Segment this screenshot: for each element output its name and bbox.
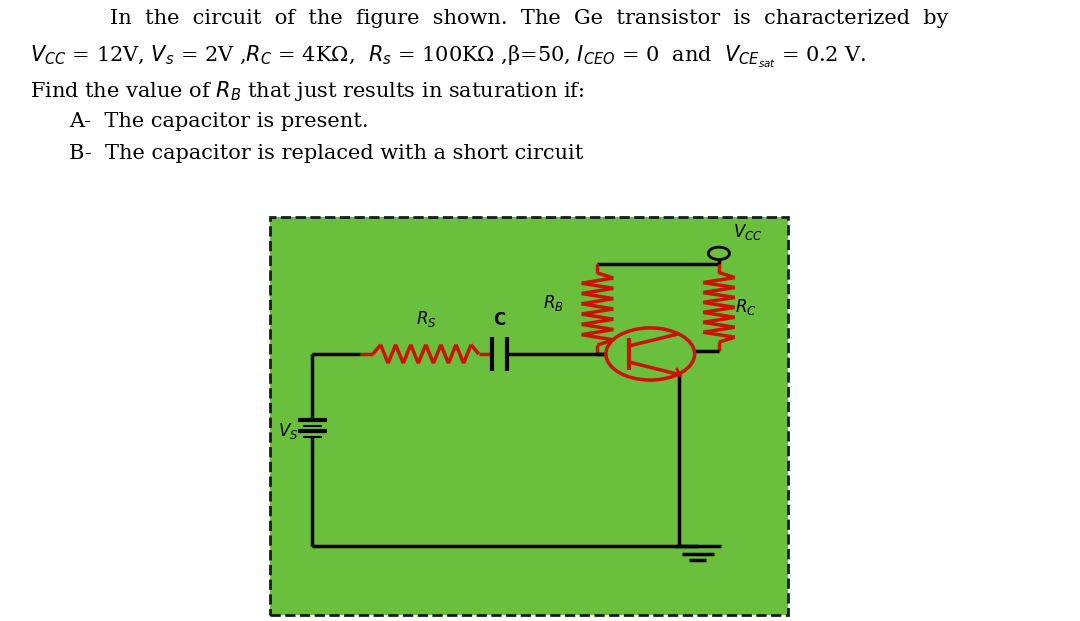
Text: A-  The capacitor is present.: A- The capacitor is present. bbox=[69, 112, 369, 131]
Text: $V_{CC}$ = 12V, $V_s$ = 2V ,$R_C$ = 4KΩ,  $R_s$ = 100KΩ ,β=50, $I_{CEO}$ = 0  an: $V_{CC}$ = 12V, $V_s$ = 2V ,$R_C$ = 4KΩ,… bbox=[30, 43, 867, 70]
Bar bbox=[270, 217, 787, 615]
Text: $R_C$: $R_C$ bbox=[734, 297, 756, 317]
Text: $R_S$: $R_S$ bbox=[416, 309, 436, 329]
Text: B-  The capacitor is replaced with a short circuit: B- The capacitor is replaced with a shor… bbox=[69, 144, 584, 163]
Text: $V_{CC}$: $V_{CC}$ bbox=[732, 222, 762, 242]
Text: $V_S$: $V_S$ bbox=[279, 421, 298, 441]
Text: Find the value of $R_B$ that just results in saturation if:: Find the value of $R_B$ that just result… bbox=[30, 79, 584, 104]
Text: C: C bbox=[494, 311, 505, 329]
Text: $R_B$: $R_B$ bbox=[542, 292, 564, 313]
Circle shape bbox=[708, 247, 729, 260]
Bar bbox=[270, 217, 787, 615]
Circle shape bbox=[606, 328, 694, 380]
Text: In  the  circuit  of  the  figure  shown.  The  Ge  transistor  is  characterize: In the circuit of the figure shown. The … bbox=[109, 9, 948, 29]
